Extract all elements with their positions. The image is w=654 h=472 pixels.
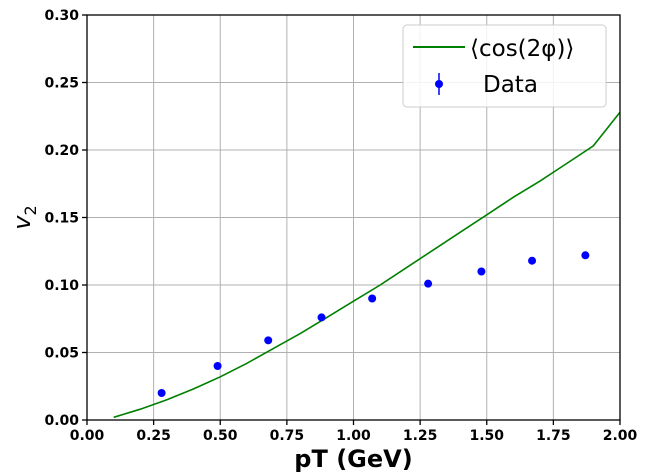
x-tick-label: 0.25 [136, 428, 171, 444]
data-point [368, 294, 377, 303]
data-point [528, 256, 537, 265]
x-tick-label: 1.00 [336, 428, 371, 444]
data-points [157, 251, 590, 397]
y-tick-label: 0.25 [44, 76, 79, 92]
y-tick-label: 0.20 [44, 143, 79, 159]
x-axis-ticks: 0.00 0.25 0.50 0.75 1.00 1.25 1.50 1.75 2.00 [70, 420, 638, 444]
x-tick-label: 1.25 [403, 428, 438, 444]
data-point [477, 267, 486, 276]
model-curve-line [113, 111, 621, 419]
data-point [424, 279, 433, 288]
y-axis-ticks: 0.00 0.05 0.10 0.15 0.20 0.25 0.30 [44, 8, 87, 429]
y-tick-label: 0.15 [44, 211, 79, 227]
legend: ⟨cos(2φ)⟩ Data [402, 24, 607, 108]
y-tick-label: 0.05 [44, 346, 79, 362]
y-tick-label: 0.00 [44, 413, 79, 429]
x-tick-label: 2.00 [603, 428, 638, 444]
x-tick-label: 1.75 [536, 428, 571, 444]
y-axis-title-main: v [8, 215, 36, 230]
data-point [264, 336, 273, 345]
x-tick-label: 0.75 [270, 428, 305, 444]
x-tick-label: 0.00 [70, 428, 105, 444]
y-tick-label: 0.30 [44, 8, 79, 24]
data-point [581, 251, 590, 260]
y-axis-title: v2 [8, 205, 40, 229]
data-point [317, 313, 326, 322]
y-tick-label: 0.10 [44, 278, 79, 294]
legend-label-data: Data [483, 72, 538, 98]
data-point [157, 389, 166, 397]
legend-point-swatch [435, 80, 443, 88]
data-point [213, 362, 222, 370]
y-axis-title-subscript: 2 [21, 205, 40, 215]
x-tick-label: 1.50 [469, 428, 504, 444]
legend-box [402, 24, 607, 108]
legend-label-model: ⟨cos(2φ)⟩ [470, 36, 574, 62]
model-curve [113, 111, 621, 419]
x-axis-title: pT (GeV) [294, 445, 412, 472]
x-tick-label: 0.50 [203, 428, 238, 444]
